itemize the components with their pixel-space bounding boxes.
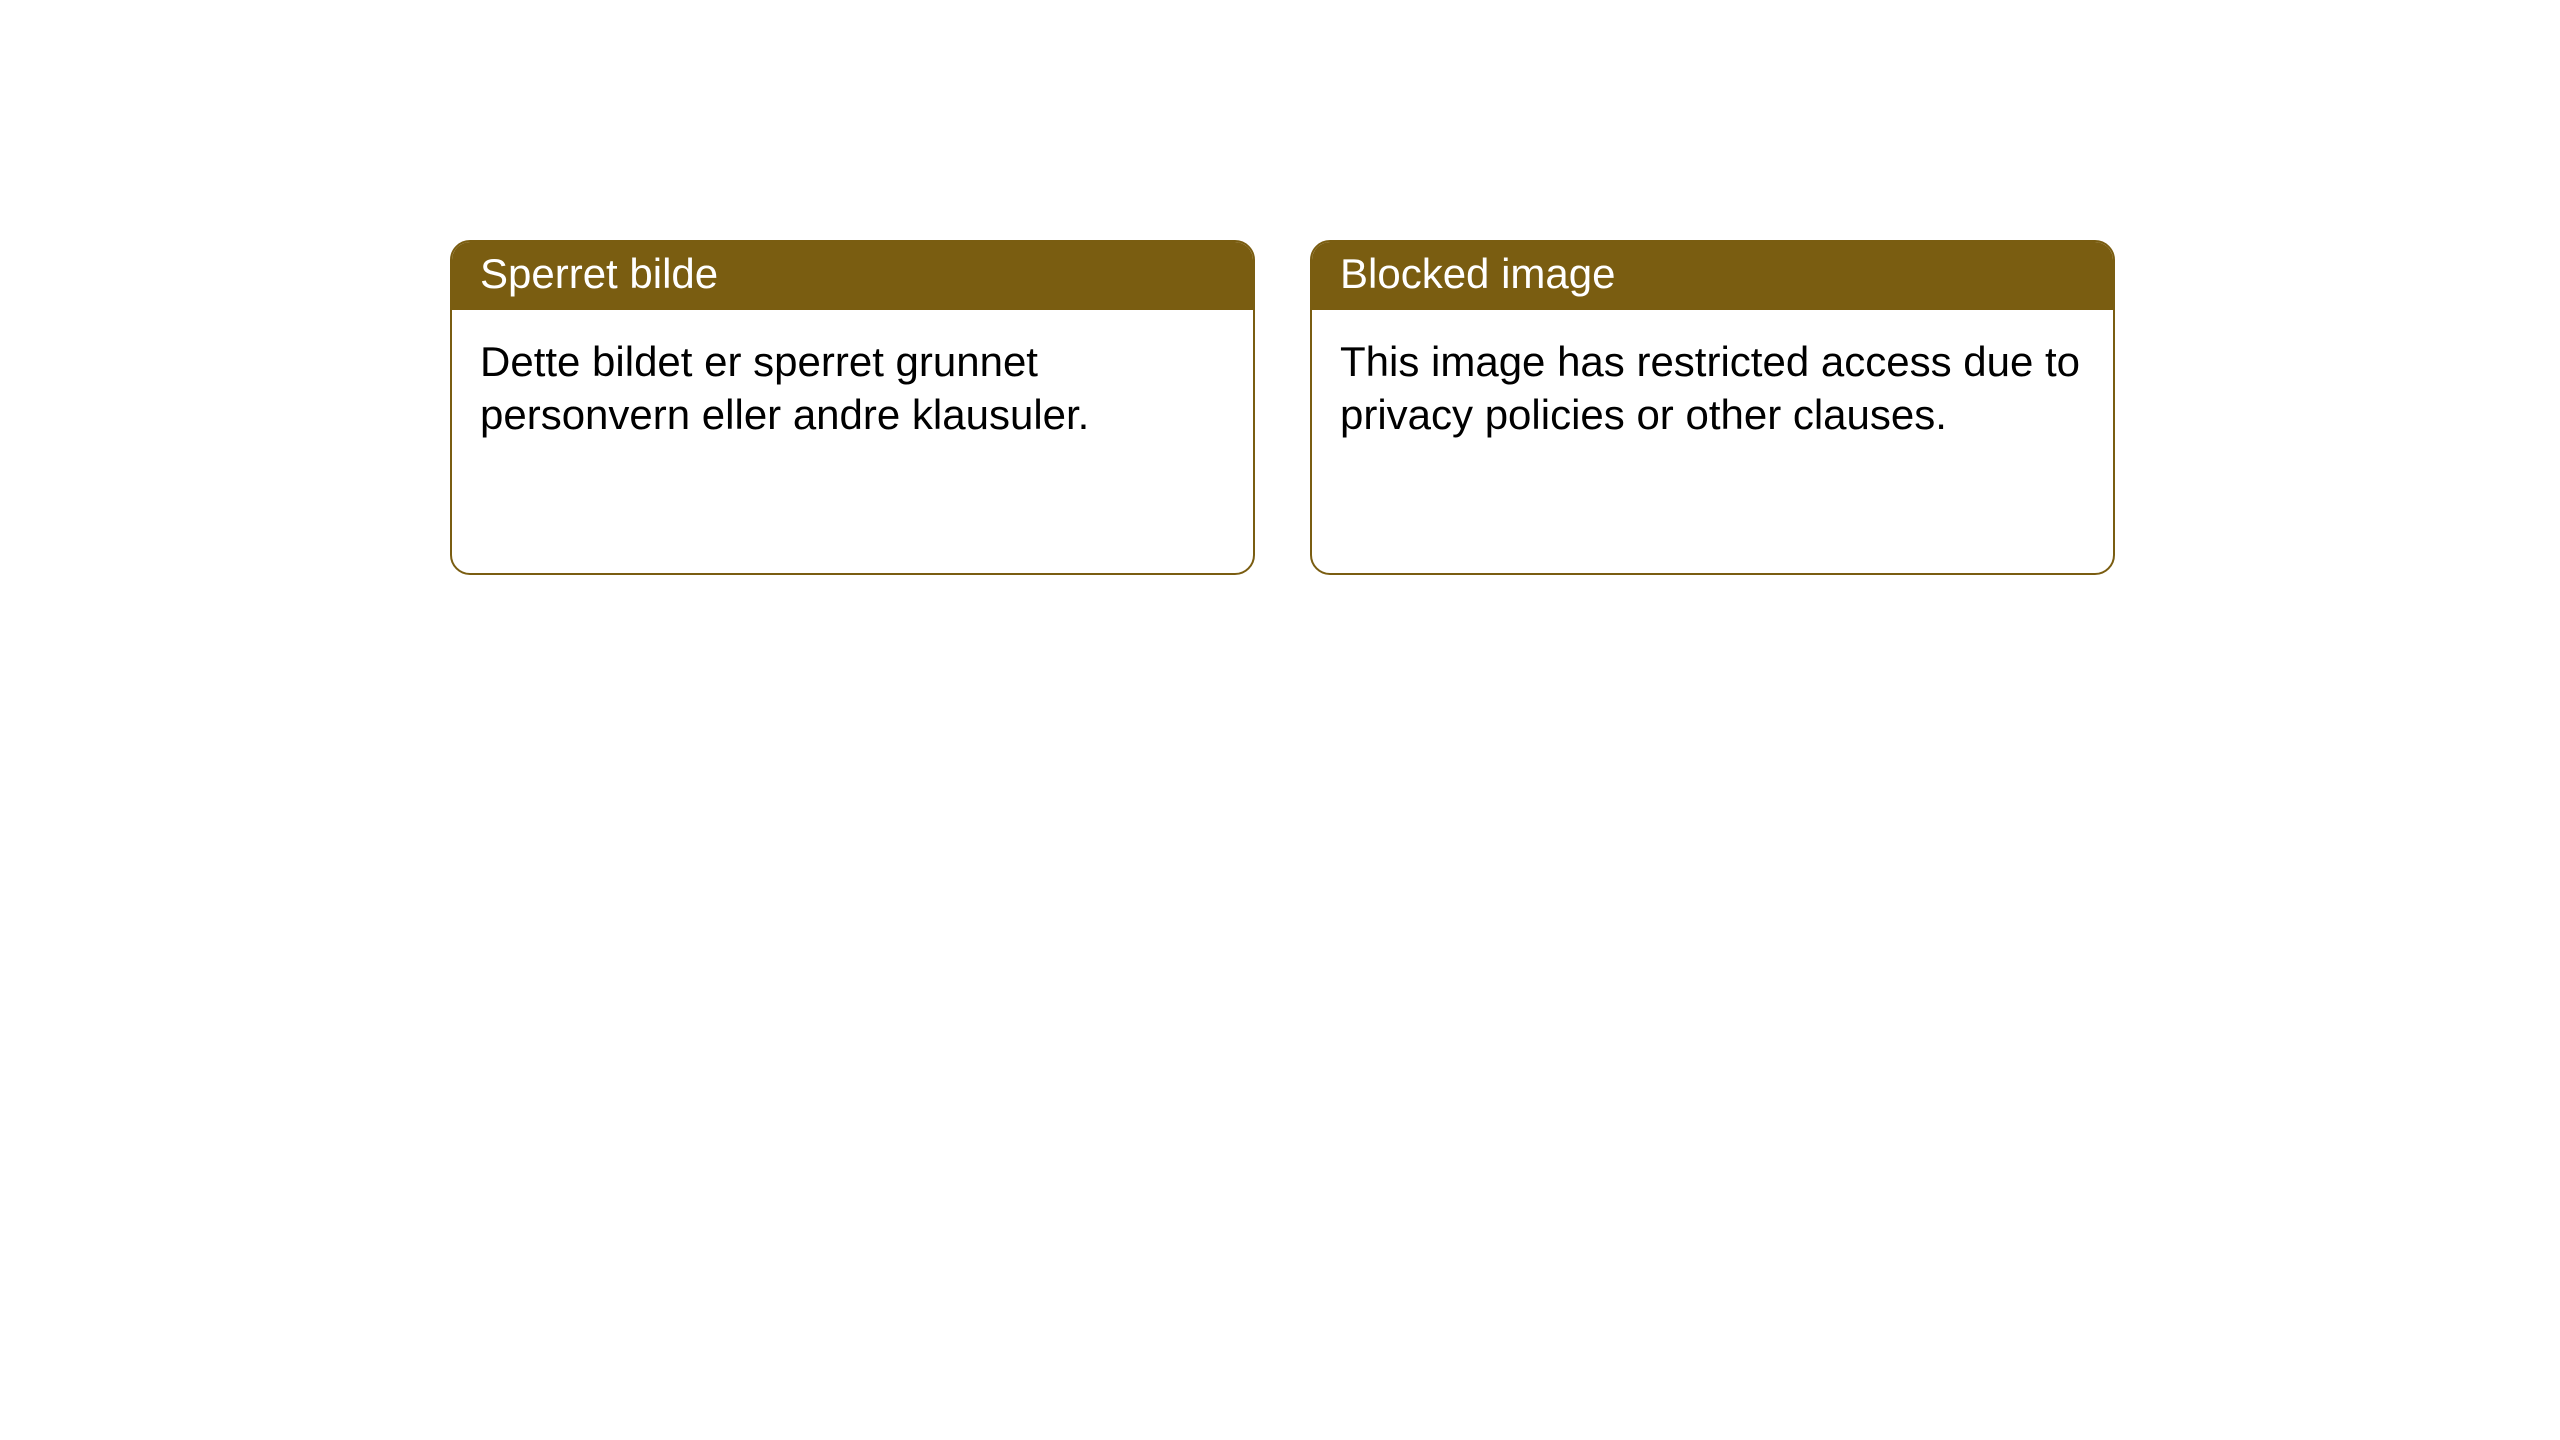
card-body-text: This image has restricted access due to … — [1340, 338, 2080, 438]
card-header: Blocked image — [1312, 242, 2113, 310]
notice-cards-container: Sperret bilde Dette bildet er sperret gr… — [450, 240, 2560, 575]
notice-card-norwegian: Sperret bilde Dette bildet er sperret gr… — [450, 240, 1255, 575]
card-body-text: Dette bildet er sperret grunnet personve… — [480, 338, 1089, 438]
card-body: This image has restricted access due to … — [1312, 310, 2113, 467]
card-body: Dette bildet er sperret grunnet personve… — [452, 310, 1253, 467]
notice-card-english: Blocked image This image has restricted … — [1310, 240, 2115, 575]
card-title: Blocked image — [1340, 250, 1615, 297]
card-header: Sperret bilde — [452, 242, 1253, 310]
card-title: Sperret bilde — [480, 250, 718, 297]
